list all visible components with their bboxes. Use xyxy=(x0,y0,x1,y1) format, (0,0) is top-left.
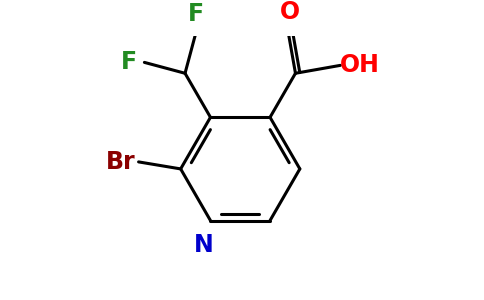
Text: O: O xyxy=(280,0,300,24)
Text: OH: OH xyxy=(340,53,379,77)
Text: N: N xyxy=(194,233,213,257)
Text: F: F xyxy=(188,2,204,26)
Text: Br: Br xyxy=(106,150,136,174)
Text: F: F xyxy=(121,50,137,74)
